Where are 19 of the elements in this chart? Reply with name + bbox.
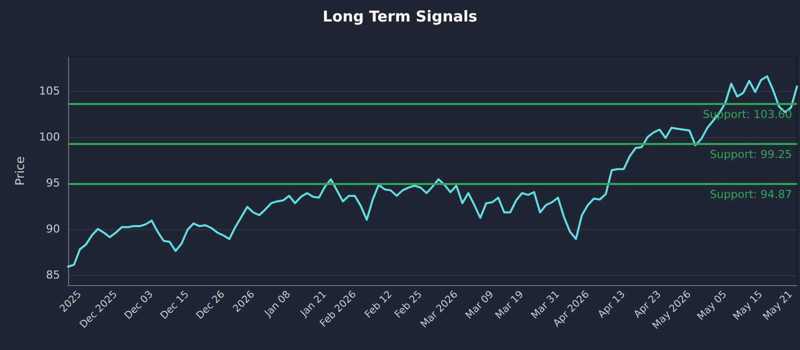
x-tick-label: Dec 15: [158, 289, 192, 322]
ref-line-label: Support: 99.25: [710, 148, 792, 161]
x-tick-label: Dec 03: [122, 289, 156, 322]
x-tick-label: Mar 09: [464, 289, 496, 322]
y-tick-label: 95: [46, 176, 60, 190]
x-tick-label: Feb 25: [392, 289, 424, 321]
chart-title: Long Term Signals: [322, 8, 478, 26]
y-tick-label: 100: [39, 130, 60, 144]
y-tick-label: 105: [39, 84, 60, 98]
x-tick-label: Jan 08: [262, 289, 293, 320]
x-tick-label: Feb 12: [363, 289, 395, 321]
y-axis-title: Price: [13, 156, 27, 186]
x-tick-label: Apr 13: [596, 289, 628, 320]
x-tick-label: Dec 26: [194, 289, 228, 322]
y-tick-label: 90: [46, 222, 60, 236]
y-tick-label: 85: [46, 268, 60, 282]
x-tick-label: Mar 19: [494, 289, 526, 322]
line-series: [67, 75, 798, 268]
ref-line-label: Support: 94.87: [710, 188, 792, 202]
